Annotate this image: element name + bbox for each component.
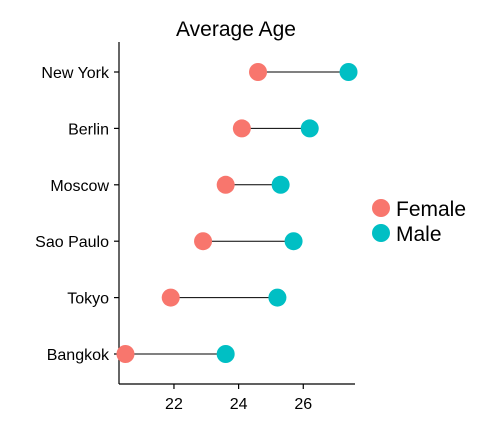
x-tick-label: 24 xyxy=(230,396,248,413)
category-label: New York xyxy=(41,65,110,82)
category-label: Moscow xyxy=(50,178,109,195)
female-point xyxy=(233,119,251,137)
category-label: Sao Paulo xyxy=(35,234,109,251)
female-point xyxy=(162,289,180,307)
female-point xyxy=(249,63,267,81)
legend-key-female xyxy=(372,199,390,217)
legend-key-male xyxy=(372,224,390,242)
legend-label-male: Male xyxy=(396,223,442,246)
male-point xyxy=(340,63,358,81)
x-tick-label: 26 xyxy=(294,396,312,413)
male-point xyxy=(217,345,235,363)
male-point xyxy=(268,289,286,307)
female-point xyxy=(194,232,212,250)
female-point xyxy=(217,176,235,194)
category-label: Berlin xyxy=(68,121,109,138)
male-point xyxy=(285,232,303,250)
female-point xyxy=(116,345,134,363)
category-label: Bangkok xyxy=(47,347,110,364)
x-tick-label: 22 xyxy=(165,396,183,413)
male-point xyxy=(272,176,290,194)
legend-label-female: Female xyxy=(396,198,466,221)
chart-title: Average Age xyxy=(176,18,296,41)
plot-area: 22 24 26 New York Berlin Moscow Sao Paulo Tokyo… xyxy=(35,42,357,413)
category-label: Tokyo xyxy=(67,291,109,308)
male-point xyxy=(301,119,319,137)
